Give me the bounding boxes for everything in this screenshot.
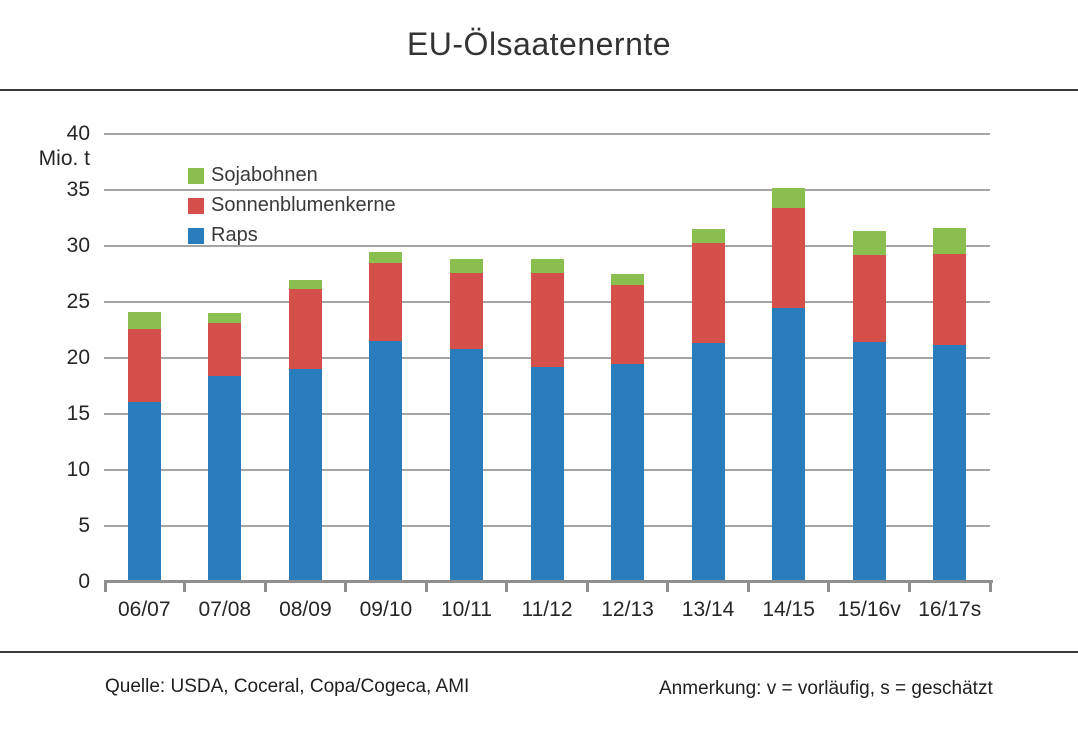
x-axis-tick xyxy=(988,580,992,592)
legend-item-raps: Raps xyxy=(188,224,396,247)
bar-segment-raps-15/16v xyxy=(852,342,886,582)
x-tick-label-14/15: 14/15 xyxy=(762,598,815,621)
plot-area: Mio. t 0 5 10 15 20 25 30 35 40 06/07 07/08 08/09 0… xyxy=(38,122,993,621)
title-divider xyxy=(0,89,1078,91)
y-tick-label-0: 0 xyxy=(78,570,90,593)
x-tick-label-15/16v: 15/16v xyxy=(837,598,901,621)
legend-label: Raps xyxy=(211,224,258,246)
bar-segment-sonnenblumenkerne-09/10 xyxy=(369,262,403,342)
bar-segment-sojabohnen-08/09 xyxy=(288,279,322,289)
sonnenblumenkerne-swatch-icon xyxy=(188,197,204,214)
y-tick-label-10: 10 xyxy=(66,458,90,481)
x-tick-label-10/11: 10/11 xyxy=(440,598,492,621)
x-tick-label-12/13: 12/13 xyxy=(601,598,654,621)
x-axis-tick xyxy=(505,580,509,592)
y-tick-label-15: 15 xyxy=(66,402,90,425)
bar-segment-sojabohnen-10/11 xyxy=(449,259,483,273)
footer-divider xyxy=(0,651,1078,653)
bar-segment-raps-10/11 xyxy=(449,349,483,582)
bar-segment-sonnenblumenkerne-13/14 xyxy=(691,242,725,344)
x-tick-label-09/10: 09/10 xyxy=(359,598,413,621)
x-axis-line xyxy=(104,580,993,583)
x-axis-tick xyxy=(183,580,187,592)
x-axis-tick xyxy=(263,580,267,592)
x-axis-tick xyxy=(104,580,107,592)
x-axis-tick xyxy=(585,580,589,592)
bar-segment-sonnenblumenkerne-06/07 xyxy=(127,328,161,402)
bar-segment-raps-16/17s xyxy=(933,344,967,582)
bar-segment-raps-08/09 xyxy=(288,369,322,582)
y-tick-label-25: 25 xyxy=(66,290,90,313)
x-axis-tick xyxy=(424,580,428,592)
bar-segment-sojabohnen-12/13 xyxy=(611,274,645,286)
y-tick-label-5: 5 xyxy=(78,514,90,537)
x-tick-label-08/09: 08/09 xyxy=(279,598,332,621)
bar-segment-sojabohnen-07/08 xyxy=(208,313,242,324)
chart-title: EU-Ölsaatenernte xyxy=(406,26,672,62)
legend-label: Sojabohnen xyxy=(211,164,318,186)
x-axis-tick xyxy=(907,580,911,592)
y-tick-label-35: 35 xyxy=(66,178,90,201)
bar-segment-raps-13/14 xyxy=(691,343,725,582)
bar-segment-sonnenblumenkerne-07/08 xyxy=(208,323,242,376)
sojabohnen-swatch-icon xyxy=(188,167,204,184)
legend-item-sojabohnen: Sojabohnen xyxy=(188,164,396,187)
bar-segment-sojabohnen-13/14 xyxy=(691,229,725,243)
x-axis-tick xyxy=(666,580,670,592)
bar-segment-sonnenblumenkerne-12/13 xyxy=(611,285,645,364)
annotation-note: Anmerkung: v = vorläufig, s = geschätzt xyxy=(659,678,993,699)
y-tick-label-30: 30 xyxy=(66,234,90,257)
gridline-40 xyxy=(104,133,990,135)
x-tick-label-11/12: 11/12 xyxy=(521,598,573,621)
gridline-30 xyxy=(104,245,990,247)
x-tick-label-13/14: 13/14 xyxy=(681,598,735,621)
x-tick-label-06/07: 06/07 xyxy=(117,598,171,621)
bar-segment-sonnenblumenkerne-15/16v xyxy=(852,254,886,343)
legend-item-sonnenblumenkerne: Sonnenblumenkerne xyxy=(188,194,396,217)
bar-segment-sojabohnen-16/17s xyxy=(933,228,967,254)
x-tick-label-16/17s: 16/17s xyxy=(918,598,982,621)
bar-segment-raps-11/12 xyxy=(530,366,564,582)
bar-segment-raps-06/07 xyxy=(127,401,161,582)
bar-segment-raps-14/15 xyxy=(772,307,806,582)
y-tick-label-40: 40 xyxy=(66,122,90,145)
bar-segment-sonnenblumenkerne-11/12 xyxy=(530,272,564,367)
x-axis-tick xyxy=(827,580,831,592)
x-tick-label-07/08: 07/08 xyxy=(198,598,252,621)
bar-segment-sojabohnen-11/12 xyxy=(530,259,564,273)
source-note: Quelle: USDA, Coceral, Copa/Cogeca, AMI xyxy=(105,676,470,697)
bar-segment-raps-07/08 xyxy=(208,375,242,582)
bar-segment-sojabohnen-14/15 xyxy=(772,187,806,208)
bar-segment-sojabohnen-15/16v xyxy=(852,231,886,255)
gridline-35 xyxy=(104,189,990,191)
legend-label: Sonnenblumenkerne xyxy=(211,194,396,216)
bar-segment-sonnenblumenkerne-10/11 xyxy=(449,272,483,350)
y-tick-label-20: 20 xyxy=(66,346,90,369)
bar-segment-sojabohnen-09/10 xyxy=(369,251,403,263)
bar-segment-sonnenblumenkerne-14/15 xyxy=(772,207,806,308)
bar-segment-raps-12/13 xyxy=(611,363,645,582)
bar-segment-sonnenblumenkerne-16/17s xyxy=(933,253,967,345)
raps-swatch-icon xyxy=(188,227,204,244)
x-axis-tick xyxy=(746,580,750,592)
bar-segment-sojabohnen-06/07 xyxy=(127,312,161,329)
x-axis-tick xyxy=(344,580,348,592)
legend: Sojabohnen Sonnenblumenkerne Raps xyxy=(188,164,396,254)
bar-segment-raps-09/10 xyxy=(369,341,403,582)
bar-segment-sonnenblumenkerne-08/09 xyxy=(288,288,322,370)
y-axis-unit-label: Mio. t xyxy=(38,147,90,170)
